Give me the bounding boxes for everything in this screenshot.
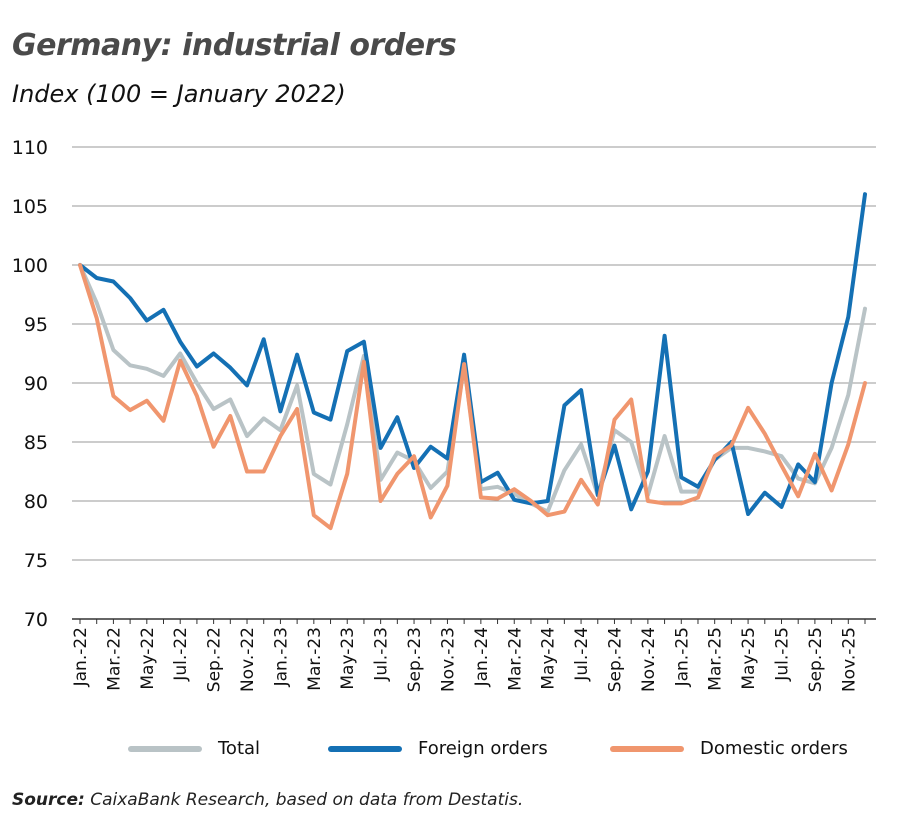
y-tick-label: 95: [24, 314, 48, 336]
chart-subtitle: Index (100 = January 2022): [12, 80, 346, 108]
y-axis-tick-labels: 70 75 80 85 90 95 100 105 110: [12, 137, 48, 631]
x-tick-label: Sep.-25: [806, 627, 826, 692]
x-tick-label: Mar.-25: [706, 627, 726, 691]
x-axis: Jan.-22 Mar.-22 May-22 Jul.-22 Sep.-22 Nov.-2…: [71, 618, 876, 692]
x-tick-label: Jan.-25: [672, 627, 692, 687]
x-tick-label: Jul.-25: [772, 627, 792, 682]
series-line-domestic: [78, 263, 867, 531]
x-tick-label: Nov.-25: [839, 627, 859, 692]
series-line-foreign: [78, 192, 867, 516]
y-tick-label: 90: [24, 373, 48, 395]
x-tick-label: Jul.-24: [572, 627, 592, 682]
x-tick-label: May-24: [539, 627, 559, 690]
x-tick-label: Sep.-23: [405, 627, 425, 692]
x-tick-label: Jul.-22: [171, 627, 191, 682]
gridlines: [72, 146, 876, 561]
y-tick-label: 110: [12, 137, 48, 159]
y-tick-label: 85: [24, 432, 48, 454]
y-tick-label: 105: [12, 196, 48, 218]
x-tick-label: Jan.-24: [472, 627, 492, 687]
x-tick-label: Nov.-22: [238, 627, 258, 692]
x-tick-label: Sep.-22: [205, 627, 225, 692]
x-tick-label: Mar.-23: [305, 627, 325, 691]
legend-label-domestic-orders: Domestic orders: [700, 738, 848, 759]
legend-item-domestic-orders: Domestic orders: [610, 738, 848, 759]
legend-label-total: Total: [218, 738, 261, 759]
legend-swatch-domestic-orders: [610, 745, 684, 752]
legend: Total Foreign orders Domestic orders: [0, 738, 900, 762]
y-tick-label: 75: [24, 550, 48, 572]
source-text: CaixaBank Research, based on data from D…: [84, 790, 524, 810]
legend-swatch-total: [128, 745, 202, 752]
series-lines: [78, 192, 867, 531]
legend-swatch-foreign-orders: [328, 745, 402, 752]
x-tick-label: Nov.-23: [438, 627, 458, 692]
x-tick-label: Sep.-24: [605, 627, 625, 692]
legend-label-foreign-orders: Foreign orders: [418, 738, 548, 759]
x-tick-label: Jan.-22: [71, 627, 91, 687]
x-tick-label: Jul.-23: [372, 627, 392, 682]
chart-title: Germany: industrial orders: [12, 28, 457, 63]
source-prefix: Source:: [12, 790, 85, 810]
x-tick-label: May-22: [138, 627, 158, 690]
x-tick-label: May-25: [739, 627, 759, 690]
source-note: Source: CaixaBank Research, based on dat…: [12, 790, 523, 810]
x-tick-label: Mar.-22: [104, 627, 124, 691]
x-tick-label: Jan.-23: [271, 627, 291, 687]
y-tick-label: 70: [24, 609, 48, 631]
x-tick-label: May-23: [338, 627, 358, 690]
x-tick-label: Mar.-24: [505, 627, 525, 691]
y-tick-label: 100: [12, 255, 48, 277]
x-tick-label: Nov.-24: [639, 627, 659, 692]
legend-item-total: Total: [128, 738, 260, 759]
y-tick-label: 80: [24, 491, 48, 513]
series-line-total: [78, 263, 867, 514]
legend-item-foreign-orders: Foreign orders: [328, 738, 548, 759]
